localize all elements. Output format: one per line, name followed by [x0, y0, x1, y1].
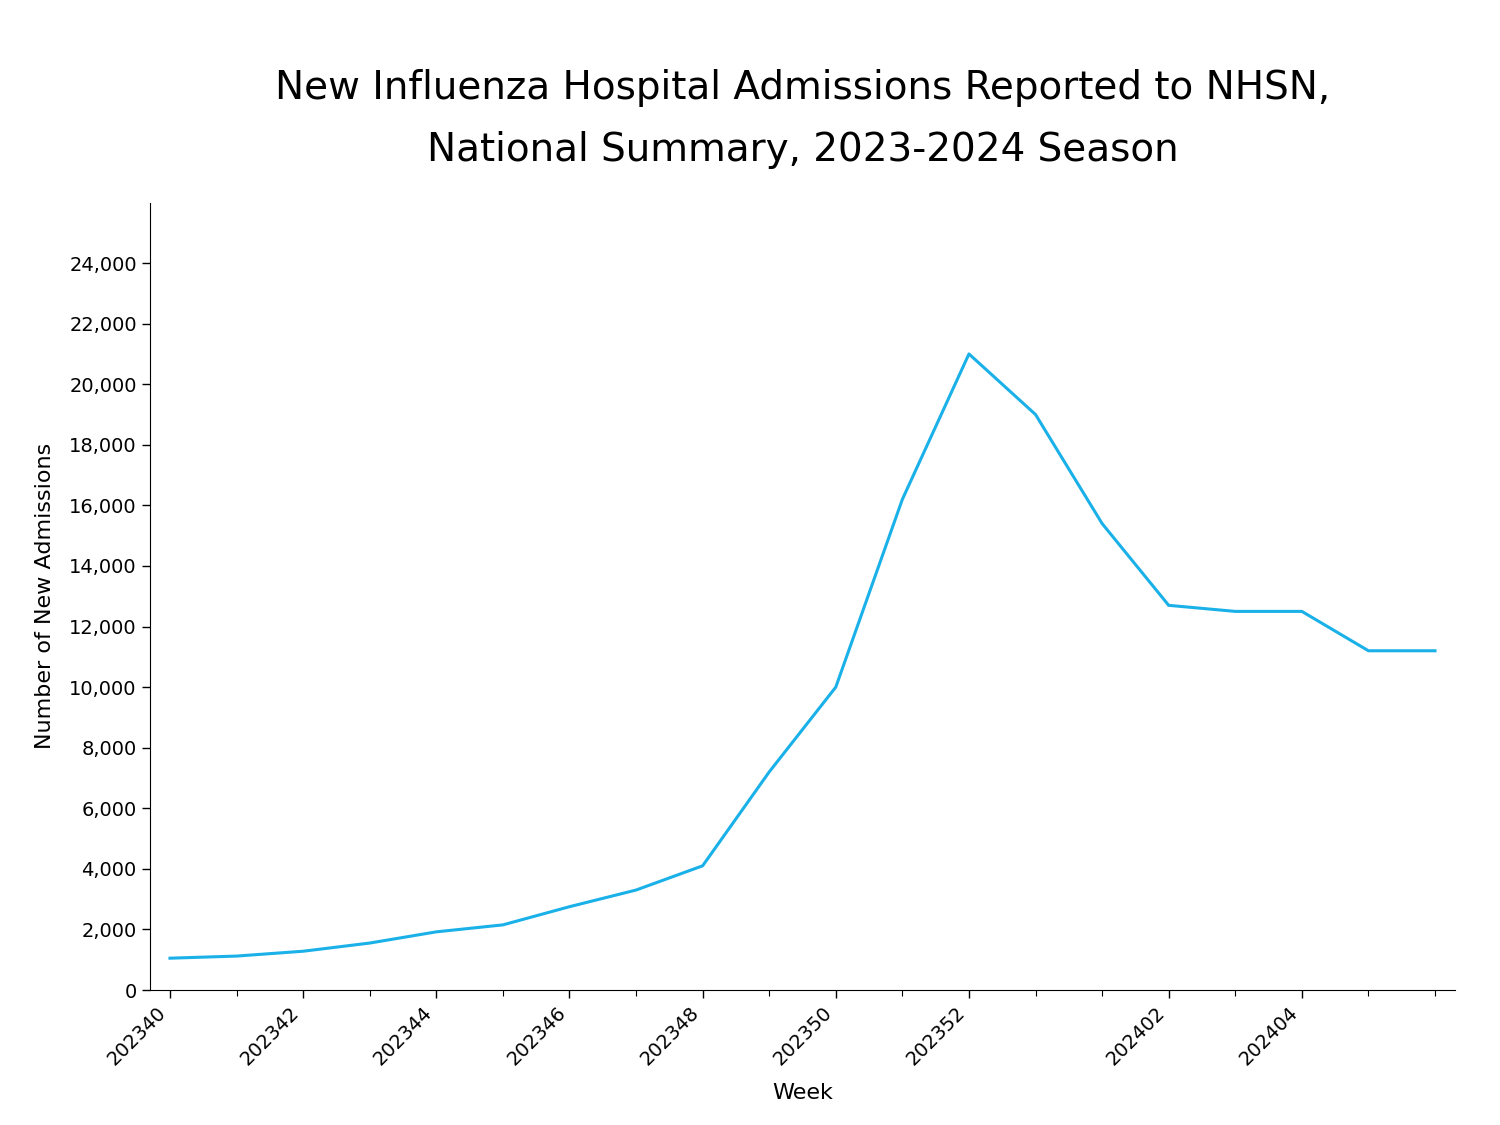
X-axis label: Week: Week — [772, 1083, 832, 1102]
Title: New Influenza Hospital Admissions Reported to NHSN,
National Summary, 2023-2024 : New Influenza Hospital Admissions Report… — [274, 69, 1330, 169]
Y-axis label: Number of New Admissions: Number of New Admissions — [36, 443, 56, 749]
